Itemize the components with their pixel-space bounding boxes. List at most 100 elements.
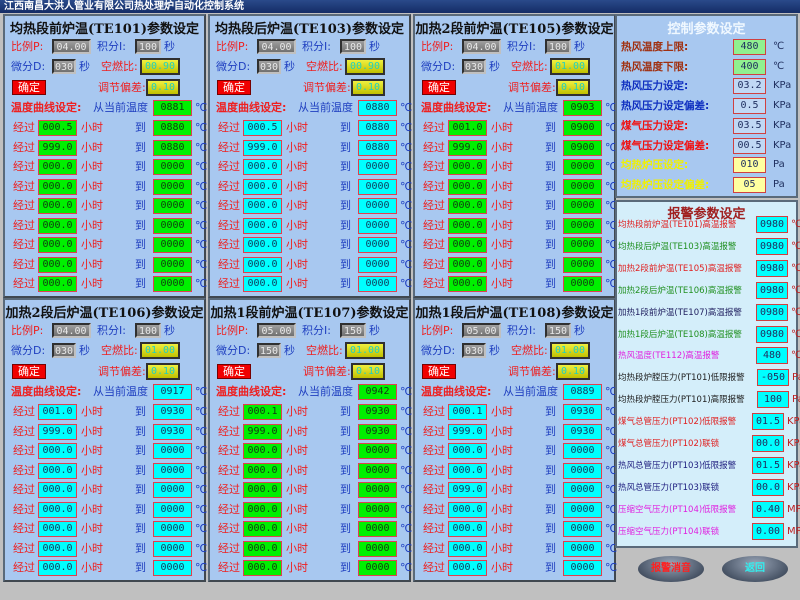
segment-temp-input[interactable]: 0000 (563, 443, 602, 459)
air-fuel-ratio-input[interactable]: 00.90 (140, 58, 180, 75)
segment-hours-input[interactable]: 999.0 (38, 423, 77, 440)
segment-temp-input[interactable]: 0000 (153, 178, 192, 195)
confirm-button[interactable]: 确定 (217, 364, 251, 379)
air-fuel-ratio-input[interactable]: 01.00 (550, 58, 590, 75)
segment-hours-input[interactable]: 000.5 (243, 120, 282, 136)
bias-input[interactable]: 0.10 (146, 363, 180, 380)
segment-hours-input[interactable]: 001.0 (448, 120, 487, 136)
segment-temp-input[interactable]: 0000 (358, 178, 397, 195)
segment-hours-input[interactable]: 000.0 (243, 217, 282, 234)
segment-hours-input[interactable]: 000.0 (243, 540, 282, 557)
segment-temp-input[interactable]: 0000 (563, 540, 602, 557)
alarm-param-input[interactable]: 480 (756, 347, 788, 365)
bias-input[interactable]: 0.10 (351, 363, 385, 380)
segment-hours-input[interactable]: 000.0 (243, 237, 282, 253)
segment-hours-input[interactable]: 000.0 (38, 462, 77, 479)
segment-temp-input[interactable]: 0000 (153, 198, 192, 214)
confirm-button[interactable]: 确定 (217, 80, 251, 95)
d-input[interactable]: 030 (52, 59, 76, 74)
alarm-mute-button[interactable]: 报警消音 (638, 556, 704, 582)
segment-temp-input[interactable]: 0900 (563, 139, 602, 156)
segment-hours-input[interactable]: 000.0 (38, 159, 77, 175)
segment-temp-input[interactable]: 0930 (153, 404, 192, 420)
segment-temp-input[interactable]: 0000 (358, 462, 397, 479)
segment-temp-input[interactable]: 0880 (358, 120, 397, 136)
segment-hours-input[interactable]: 000.1 (448, 404, 487, 420)
segment-temp-input[interactable]: 0880 (153, 120, 192, 136)
control-param-input[interactable]: 05 (733, 176, 766, 193)
segment-hours-input[interactable]: 000.0 (243, 501, 282, 518)
segment-hours-input[interactable]: 000.0 (448, 256, 487, 273)
segment-temp-input[interactable]: 0000 (563, 560, 602, 576)
segment-hours-input[interactable]: 000.0 (243, 482, 282, 498)
segment-temp-input[interactable]: 0000 (358, 256, 397, 273)
alarm-param-input[interactable]: 0980 (756, 325, 788, 343)
segment-temp-input[interactable]: 0000 (563, 256, 602, 273)
i-input[interactable]: 100 (135, 323, 161, 338)
segment-temp-input[interactable]: 0930 (563, 423, 602, 440)
segment-temp-input[interactable]: 0880 (153, 139, 192, 156)
i-input[interactable]: 100 (135, 39, 161, 54)
segment-hours-input[interactable]: 999.0 (448, 139, 487, 156)
air-fuel-ratio-input[interactable]: 00.90 (345, 58, 385, 75)
segment-hours-input[interactable]: 999.0 (243, 423, 282, 440)
segment-temp-input[interactable]: 0000 (563, 521, 602, 537)
segment-hours-input[interactable]: 001.0 (38, 404, 77, 420)
segment-hours-input[interactable]: 000.5 (38, 120, 77, 136)
segment-temp-input[interactable]: 0930 (358, 404, 397, 420)
segment-temp-input[interactable]: 0000 (563, 217, 602, 234)
segment-temp-input[interactable]: 0930 (153, 423, 192, 440)
segment-temp-input[interactable]: 0000 (358, 560, 397, 576)
segment-temp-input[interactable]: 0930 (563, 404, 602, 420)
segment-temp-input[interactable]: 0000 (153, 482, 192, 498)
segment-temp-input[interactable]: 0000 (563, 482, 602, 498)
segment-hours-input[interactable]: 000.0 (38, 198, 77, 214)
bias-input[interactable]: 0.10 (146, 79, 180, 96)
segment-hours-input[interactable]: 000.0 (38, 256, 77, 273)
segment-hours-input[interactable]: 000.0 (448, 462, 487, 479)
control-param-input[interactable]: 480 (733, 39, 766, 55)
alarm-param-input[interactable]: 100 (757, 391, 789, 409)
alarm-param-input[interactable]: 01.5 (752, 413, 784, 431)
i-input[interactable]: 100 (340, 39, 366, 54)
confirm-button[interactable]: 确定 (12, 80, 46, 95)
segment-temp-input[interactable]: 0000 (563, 501, 602, 518)
segment-hours-input[interactable]: 999.0 (243, 139, 282, 156)
segment-temp-input[interactable]: 0000 (153, 501, 192, 518)
p-input[interactable]: 05.00 (257, 323, 296, 338)
segment-temp-input[interactable]: 0000 (358, 237, 397, 253)
control-param-input[interactable]: 03.2 (733, 78, 766, 95)
segment-temp-input[interactable]: 0000 (563, 462, 602, 479)
p-input[interactable]: 04.00 (462, 39, 501, 54)
control-param-input[interactable]: 00.5 (733, 137, 766, 154)
d-input[interactable]: 030 (462, 59, 486, 74)
segment-temp-input[interactable]: 0000 (358, 198, 397, 214)
segment-hours-input[interactable]: 999.0 (38, 139, 77, 156)
segment-hours-input[interactable]: 000.0 (243, 178, 282, 195)
segment-hours-input[interactable]: 000.0 (38, 178, 77, 195)
segment-hours-input[interactable]: 000.0 (243, 276, 282, 292)
bias-input[interactable]: 0.10 (556, 363, 590, 380)
segment-hours-input[interactable]: 000.0 (448, 198, 487, 214)
segment-temp-input[interactable]: 0000 (358, 540, 397, 557)
segment-hours-input[interactable]: 000.0 (448, 501, 487, 518)
segment-temp-input[interactable]: 0000 (153, 159, 192, 175)
segment-hours-input[interactable]: 000.0 (448, 178, 487, 195)
alarm-param-input[interactable]: 0980 (756, 281, 788, 299)
d-input[interactable]: 150 (257, 343, 281, 358)
segment-temp-input[interactable]: 0000 (153, 256, 192, 273)
segment-temp-input[interactable]: 0000 (153, 443, 192, 459)
segment-hours-input[interactable]: 000.0 (38, 276, 77, 292)
d-input[interactable]: 030 (462, 343, 486, 358)
segment-hours-input[interactable]: 000.0 (448, 217, 487, 234)
segment-hours-input[interactable]: 999.0 (448, 423, 487, 440)
back-button[interactable]: 返回 (722, 556, 788, 582)
segment-hours-input[interactable]: 000.0 (448, 521, 487, 537)
i-input[interactable]: 150 (340, 323, 366, 338)
segment-temp-input[interactable]: 0930 (358, 423, 397, 440)
segment-hours-input[interactable]: 000.0 (448, 276, 487, 292)
alarm-param-input[interactable]: 0.40 (752, 500, 784, 518)
segment-temp-input[interactable]: 0000 (563, 276, 602, 292)
air-fuel-ratio-input[interactable]: 01.00 (345, 342, 385, 359)
segment-temp-input[interactable]: 0000 (358, 159, 397, 175)
